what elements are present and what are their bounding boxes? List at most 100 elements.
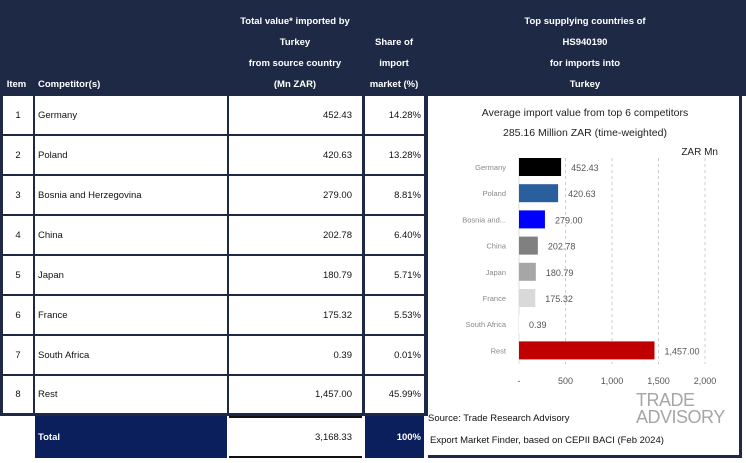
- bar: [519, 289, 536, 307]
- cell-item: 6: [3, 296, 33, 334]
- header-line: market (%): [369, 79, 419, 90]
- x-tick-label: 2,000: [694, 376, 717, 386]
- x-tick-label: 1,500: [647, 376, 670, 386]
- cell-value: 420.63: [229, 136, 362, 174]
- category-label: Bosnia and...: [462, 215, 506, 224]
- cell-name: Rest: [35, 376, 227, 413]
- cell-share: 8.81%: [365, 176, 424, 214]
- table-row: 3 Bosnia and Herzegovina 279.00 8.81%: [0, 176, 428, 214]
- table-row: 7 South Africa 0.39 0.01%: [0, 336, 428, 374]
- cell-value: 202.78: [229, 216, 362, 254]
- source-text: Source: Trade Research Advisory: [428, 413, 570, 424]
- header-line: Turkey: [279, 37, 311, 48]
- table-row: 5 Japan 180.79 5.71%: [0, 256, 428, 294]
- bar: [519, 158, 562, 176]
- cell-item: 1: [3, 96, 33, 134]
- data-label: 279.00: [555, 215, 583, 225]
- logo-line2: ADVISORY: [636, 407, 725, 427]
- bar: [519, 184, 559, 203]
- header-line: Total value* imported by: [240, 16, 350, 27]
- cell-value: 175.32: [229, 296, 362, 334]
- header-line: Top supplying countries of: [524, 16, 646, 27]
- x-tick-label: -: [518, 376, 521, 386]
- x-tick-label: 1,000: [601, 376, 624, 386]
- cell-name: Bosnia and Herzegovina: [35, 176, 227, 214]
- cell-share: 13.28%: [365, 136, 424, 174]
- table-row: 2 Poland 420.63 13.28%: [0, 136, 428, 174]
- data-label: 202.78: [548, 242, 576, 252]
- cell-name: Japan: [35, 256, 227, 294]
- category-label: France: [483, 294, 506, 303]
- cell-name: Germany: [35, 96, 227, 134]
- header-competitor: Competitor(s): [38, 79, 101, 90]
- header-item: Item: [6, 79, 27, 90]
- header-line: import: [379, 58, 409, 69]
- cell-name: China: [35, 216, 227, 254]
- header-line: from source country: [248, 58, 342, 69]
- bar: [519, 341, 655, 360]
- category-label: South Africa: [466, 320, 507, 329]
- category-label: Poland: [483, 189, 506, 198]
- cell-share: 14.28%: [365, 96, 424, 134]
- header-line: Turkey: [569, 79, 601, 90]
- cell-share: 45.99%: [365, 376, 424, 413]
- bar: [519, 315, 520, 334]
- chart-title: Average import value from top 6 competit…: [482, 107, 688, 119]
- header-value: Total value* imported by Turkey from sourc…: [228, 11, 362, 95]
- cell-share: 5.53%: [365, 296, 424, 334]
- logo-line1: TRADE: [636, 390, 695, 410]
- cell-name: France: [35, 296, 227, 334]
- category-label: Germany: [475, 163, 506, 172]
- unit-label: ZAR Mn: [681, 147, 718, 158]
- cell-item: 4: [3, 216, 33, 254]
- cell-name: South Africa: [35, 336, 227, 374]
- cell-item: 7: [3, 336, 33, 374]
- header-line: for imports into: [549, 58, 621, 69]
- bar: [519, 210, 545, 229]
- data-label: 420.63: [568, 189, 596, 199]
- cell-item: 8: [3, 376, 33, 413]
- category-label: Japan: [486, 268, 506, 277]
- cell-value: 452.43: [229, 96, 362, 134]
- cell-value: 279.00: [229, 176, 362, 214]
- header-line: (Mn ZAR): [273, 79, 317, 90]
- cell-value: 0.39: [229, 336, 362, 374]
- total-label: Total: [35, 416, 227, 458]
- cell-item: 3: [3, 176, 33, 214]
- data-label: 175.32: [545, 294, 573, 304]
- data-label: 1,457.00: [665, 346, 700, 356]
- cell-value: 180.79: [229, 256, 362, 294]
- data-label: 180.79: [546, 268, 574, 278]
- total-value: 3,168.33: [229, 416, 362, 458]
- table-row: 1 Germany 452.43 14.28%: [0, 96, 428, 134]
- cell-share: 0.01%: [365, 336, 424, 374]
- table-row: 4 China 202.78 6.40%: [0, 216, 428, 254]
- category-label: Rest: [491, 346, 507, 355]
- data-label: 0.39: [529, 320, 547, 330]
- x-tick-label: 500: [558, 376, 573, 386]
- cell-item: 2: [3, 136, 33, 174]
- header-top-suppliers: Top supplying countries of HS940190 for im…: [428, 11, 742, 95]
- cell-item: 5: [3, 256, 33, 294]
- header-share: Share of import market (%): [362, 32, 426, 95]
- bar: [519, 236, 538, 255]
- source-text-2: Export Market Finder, based on CEPII BAC…: [430, 435, 664, 446]
- data-label: 452.43: [571, 163, 599, 173]
- chart-subtitle: 285.16 Million ZAR (time-weighted): [503, 127, 667, 139]
- cell-value: 1,457.00: [229, 376, 362, 413]
- header-line: HS940190: [562, 37, 608, 48]
- competitor-table: 1 Germany 452.43 14.28% 2 Poland 420.63 13.28% 3…: [0, 96, 428, 416]
- bar: [519, 262, 536, 281]
- category-label: China: [486, 242, 506, 251]
- trade-advisory-logo: TRADE ADVISORY: [636, 390, 725, 427]
- cell-share: 6.40%: [365, 216, 424, 254]
- table-row: 6 France 175.32 5.53%: [0, 296, 428, 334]
- header-line: Share of: [374, 37, 413, 48]
- cell-name: Poland: [35, 136, 227, 174]
- chart-panel: Average import value from top 6 competit…: [428, 96, 742, 458]
- cell-share: 5.71%: [365, 256, 424, 294]
- bar-chart: Average import value from top 6 competit…: [462, 107, 718, 386]
- total-share: 100%: [365, 416, 424, 458]
- table-row: 8 Rest 1,457.00 45.99%: [0, 376, 428, 413]
- table-header: Item Competitor(s) Total value* imported…: [0, 0, 746, 96]
